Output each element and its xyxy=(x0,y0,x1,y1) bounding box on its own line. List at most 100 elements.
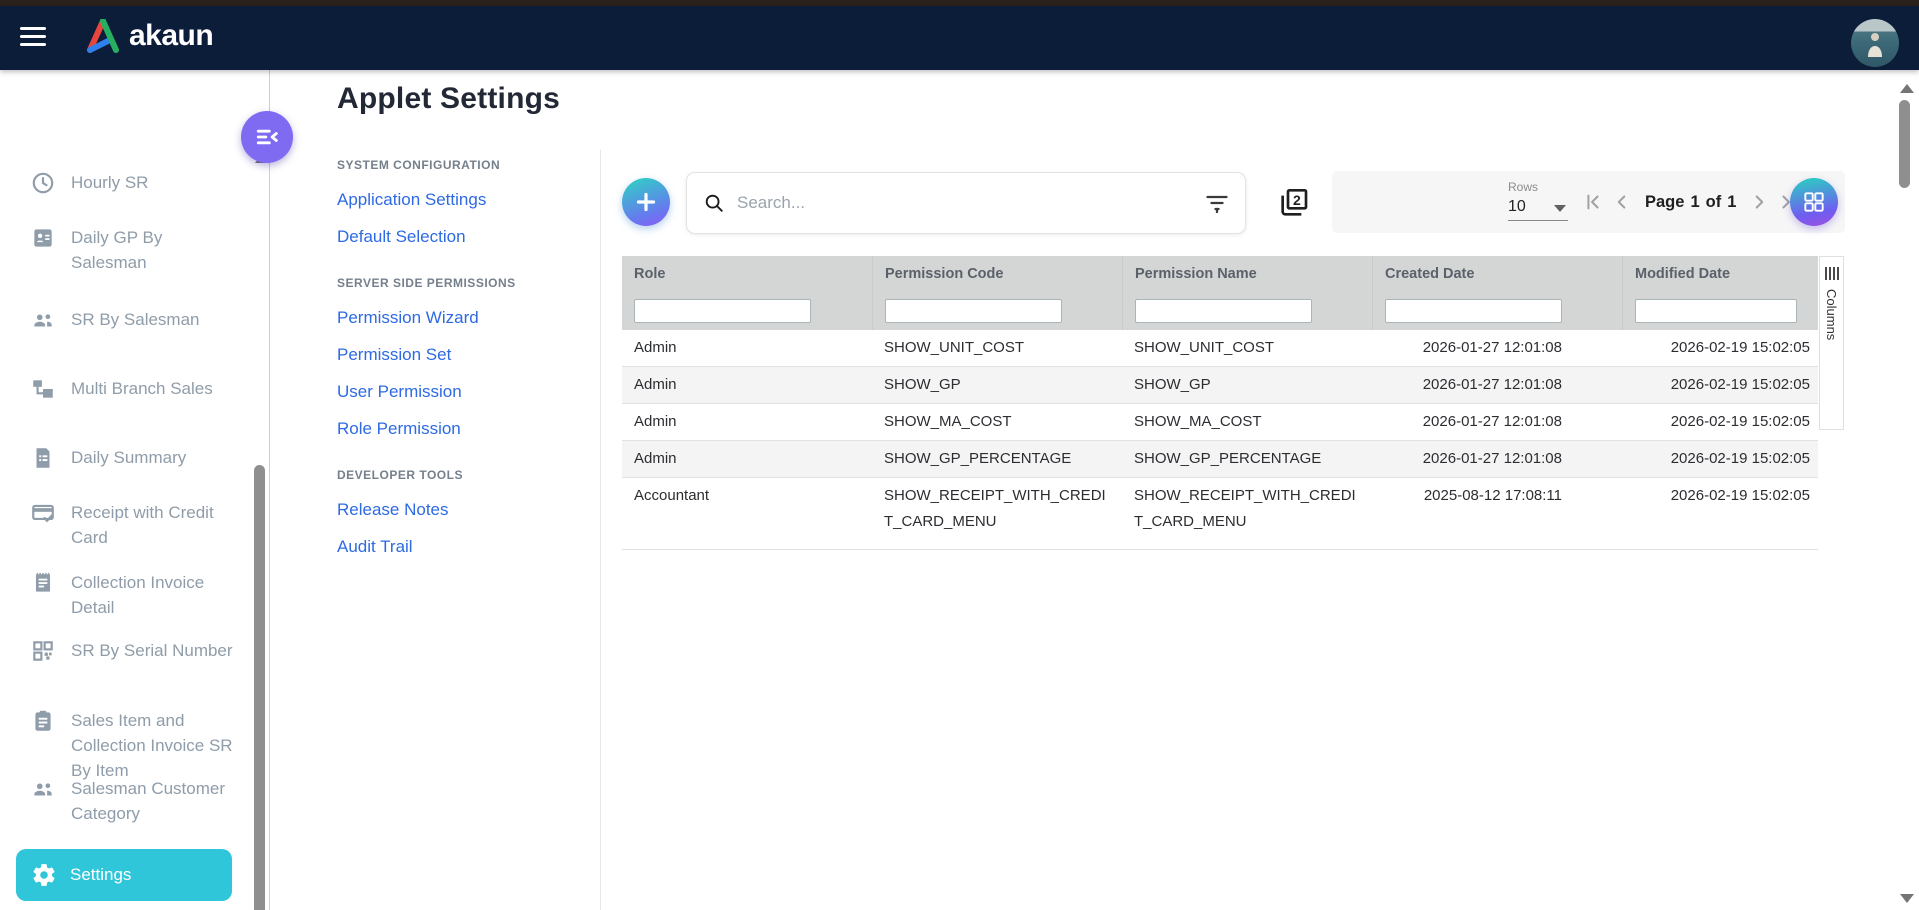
page-scrollbar-down-arrow[interactable] xyxy=(1900,894,1914,903)
rows-value: 10 xyxy=(1508,198,1526,215)
cell-modified-date: 2026-02-19 15:02:05 xyxy=(1622,367,1818,403)
sidebar-item-salesman-customer-category[interactable]: Salesman Customer Category xyxy=(30,776,242,826)
chevron-left-icon xyxy=(1611,191,1633,213)
sidebar-item-hourly-sr[interactable]: Hourly SR xyxy=(30,170,242,196)
chevron-right-icon xyxy=(1748,191,1770,213)
nav-link-user-permission[interactable]: User Permission xyxy=(337,382,577,403)
sidebar-item-settings[interactable]: Settings xyxy=(16,849,232,901)
cell-modified-date: 2026-02-19 15:02:05 xyxy=(1622,478,1818,514)
search-input[interactable] xyxy=(735,192,1205,214)
people-icon xyxy=(30,776,56,802)
nav-link-application-settings[interactable]: Application Settings xyxy=(337,190,577,211)
drag-handle-icon xyxy=(1825,267,1839,280)
column-header-modified-date[interactable]: Modified Date xyxy=(1622,256,1818,292)
nav-section-heading: DEVELOPER TOOLS xyxy=(337,468,577,482)
sidebar-scrollbar-thumb[interactable] xyxy=(254,465,265,910)
column-header-permission-name[interactable]: Permission Name xyxy=(1122,256,1372,292)
table-row[interactable]: Admin SHOW_UNIT_COST SHOW_UNIT_COST 2026… xyxy=(622,330,1818,367)
sidebar-item-label: SR By Salesman xyxy=(71,307,200,332)
brand-logo[interactable]: akaun xyxy=(85,19,213,53)
sidebar-item-label: Sales Item and Collection Invoice SR By … xyxy=(71,708,242,783)
sidebar-item-label: Daily GP By Salesman xyxy=(71,225,242,275)
cell-created-date: 2025-08-12 17:08:11 xyxy=(1372,478,1622,514)
page-total: 1 xyxy=(1727,193,1736,212)
sidebar-item-sales-item-collection[interactable]: Sales Item and Collection Invoice SR By … xyxy=(30,708,242,783)
sidebar-item-daily-summary[interactable]: Daily Summary xyxy=(30,445,242,471)
filter-input-created-date[interactable] xyxy=(1385,299,1562,323)
page-scrollbar-thumb[interactable] xyxy=(1899,100,1910,188)
page-of-label: of xyxy=(1706,193,1722,212)
sidebar-item-label: Multi Branch Sales xyxy=(71,376,213,401)
cell-permission-code: SHOW_GP_PERCENTAGE xyxy=(872,441,1122,477)
plus-icon xyxy=(634,190,658,214)
sidebar-item-collection-invoice-detail[interactable]: Collection Invoice Detail xyxy=(30,570,242,620)
page-scrollbar-up-arrow[interactable] xyxy=(1900,84,1914,93)
credit-card-check-icon xyxy=(30,500,56,526)
nav-link-permission-wizard[interactable]: Permission Wizard xyxy=(337,308,577,329)
document-icon xyxy=(30,445,56,471)
avatar-person-icon xyxy=(1865,31,1885,57)
rows-label: Rows xyxy=(1508,180,1538,194)
table-row[interactable]: Accountant SHOW_RECEIPT_WITH_CREDIT_CARD… xyxy=(622,478,1818,550)
collapse-menu-icon xyxy=(253,123,281,151)
cell-role: Admin xyxy=(622,441,872,477)
nav-link-audit-trail[interactable]: Audit Trail xyxy=(337,537,577,558)
nav-section-system-configuration: SYSTEM CONFIGURATION Application Setting… xyxy=(337,158,577,248)
column-header-created-date[interactable]: Created Date xyxy=(1372,256,1622,292)
page-current: 1 xyxy=(1690,193,1699,212)
nav-link-permission-set[interactable]: Permission Set xyxy=(337,345,577,366)
collapse-sidebar-button[interactable] xyxy=(241,111,293,163)
rows-per-page-select[interactable]: 10 xyxy=(1508,198,1568,221)
cell-permission-name: SHOW_MA_COST xyxy=(1122,404,1372,440)
nav-link-default-selection[interactable]: Default Selection xyxy=(337,227,577,248)
table-row[interactable]: Admin SHOW_MA_COST SHOW_MA_COST 2026-01-… xyxy=(622,404,1818,441)
filter-list-icon xyxy=(1205,191,1229,215)
next-page-button[interactable] xyxy=(1748,191,1770,213)
sidebar-item-daily-gp[interactable]: Daily GP By Salesman xyxy=(30,225,242,275)
sidebar-item-multi-branch[interactable]: Multi Branch Sales xyxy=(30,376,242,402)
add-record-button[interactable] xyxy=(622,178,670,226)
filter-input-permission-code[interactable] xyxy=(885,299,1062,323)
cell-role: Admin xyxy=(622,367,872,403)
hamburger-menu-icon[interactable] xyxy=(20,27,48,49)
filter-input-permission-name[interactable] xyxy=(1135,299,1312,323)
table-row[interactable]: Admin SHOW_GP_PERCENTAGE SHOW_GP_PERCENT… xyxy=(622,441,1818,478)
first-page-icon xyxy=(1582,191,1604,213)
sidebar-item-label: Salesman Customer Category xyxy=(71,776,242,826)
columns-tab[interactable]: Columns xyxy=(1819,256,1844,430)
filter-input-modified-date[interactable] xyxy=(1635,299,1797,323)
column-header-permission-code[interactable]: Permission Code xyxy=(872,256,1122,292)
settings-nav: SYSTEM CONFIGURATION Application Setting… xyxy=(337,158,577,586)
filter-input-role[interactable] xyxy=(634,299,811,323)
invoice-icon xyxy=(30,570,56,596)
qr-code-icon xyxy=(30,638,56,664)
nav-section-developer-tools: DEVELOPER TOOLS Release Notes Audit Trai… xyxy=(337,468,577,558)
cell-created-date: 2026-01-27 12:01:08 xyxy=(1372,367,1622,403)
first-page-button[interactable] xyxy=(1582,191,1604,213)
grid-view-button[interactable] xyxy=(1790,178,1838,226)
sidebar-item-sr-serial-number[interactable]: SR By Serial Number xyxy=(30,638,242,664)
cell-created-date: 2026-01-27 12:01:08 xyxy=(1372,330,1622,366)
table-header-row: Role Permission Code Permission Name Cre… xyxy=(622,256,1818,292)
sidebar-item-sr-by-salesman[interactable]: SR By Salesman xyxy=(30,307,242,333)
saved-filters-button[interactable]: 2 xyxy=(1278,187,1310,222)
sidebar-item-receipt-credit-card[interactable]: Receipt with Credit Card xyxy=(30,500,242,550)
nav-link-release-notes[interactable]: Release Notes xyxy=(337,500,577,521)
clock-icon xyxy=(30,170,56,196)
previous-page-button[interactable] xyxy=(1611,191,1633,213)
cell-permission-code: SHOW_RECEIPT_WITH_CREDIT_CARD_MENU xyxy=(872,478,1122,540)
id-badge-icon xyxy=(30,225,56,251)
search-box xyxy=(686,172,1246,234)
chevron-down-icon xyxy=(1554,205,1566,212)
cell-created-date: 2026-01-27 12:01:08 xyxy=(1372,441,1622,477)
column-header-role[interactable]: Role xyxy=(622,256,872,292)
table-row[interactable]: Admin SHOW_GP SHOW_GP 2026-01-27 12:01:0… xyxy=(622,367,1818,404)
page-indicator: Page 1 of 1 xyxy=(1645,193,1736,212)
page-title: Applet Settings xyxy=(337,82,560,116)
sidebar: Hourly SR Daily GP By Salesman SR By Sal… xyxy=(0,70,270,910)
nav-link-role-permission[interactable]: Role Permission xyxy=(337,419,577,440)
sidebar-item-label: Daily Summary xyxy=(71,445,186,470)
user-avatar[interactable] xyxy=(1851,19,1899,67)
filter-button[interactable] xyxy=(1205,191,1229,215)
sidebar-item-label: Settings xyxy=(70,865,131,885)
